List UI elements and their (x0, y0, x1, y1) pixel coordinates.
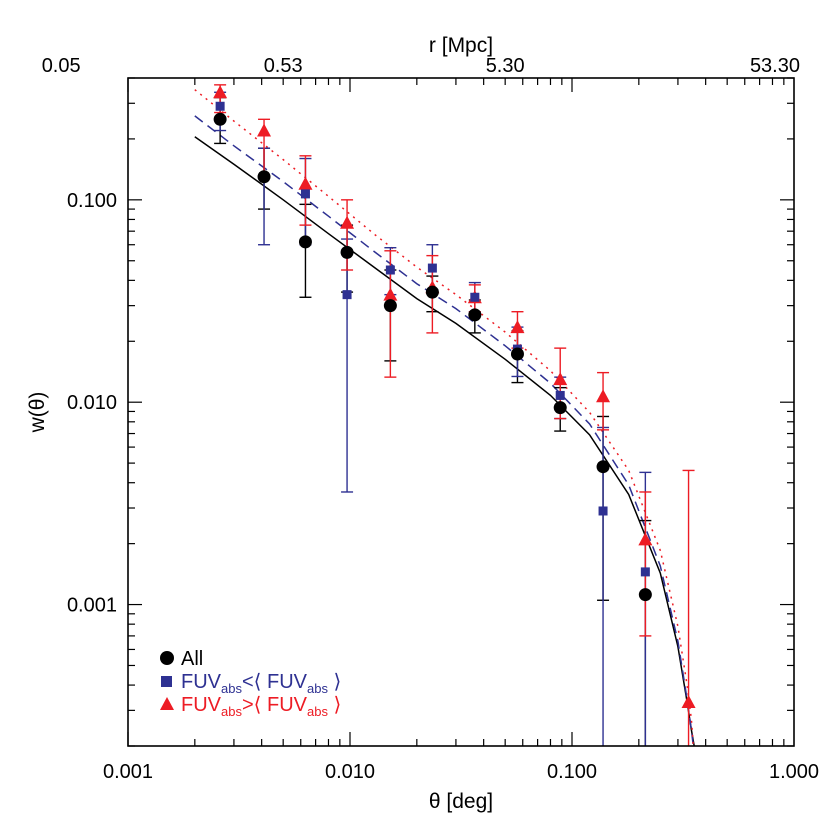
x-tick-label: 0.010 (325, 761, 375, 783)
data-markers (213, 85, 696, 708)
data-point-fuv-low (555, 390, 565, 400)
top-tick-label: 53.30 (750, 55, 800, 77)
fit-line (194, 115, 695, 747)
data-point-all (638, 588, 652, 602)
data-point-fuv-high (383, 287, 398, 301)
data-point-all (425, 285, 439, 299)
y-axis-title: w(θ) (26, 392, 49, 434)
data-point-fuv-high (298, 176, 313, 190)
legend: All FUVabs<⟨ FUVabs ⟩ FUVabs>⟨ FUVabs ⟩ (160, 648, 341, 719)
tick-labels: 0.001 0.010 0.100 1.000 0.001 0.010 0.100 0.05 0… (42, 55, 819, 783)
data-point-all (383, 299, 397, 313)
x-tick-label: 0.100 (547, 761, 597, 783)
data-point-all (468, 308, 482, 322)
data-point-fuv-low (598, 506, 608, 516)
x-axis-title: θ [deg] (429, 790, 493, 813)
legend-marker-all (160, 651, 174, 665)
legend-label-fuv-high: FUVabs>⟨ FUVabs ⟩ (181, 694, 341, 719)
fit-lines (194, 89, 695, 747)
legend-marker-fuv-high (160, 697, 174, 710)
data-point-fuv-high (596, 389, 611, 403)
plot-frame (127, 77, 795, 747)
axis-ticks (127, 77, 794, 747)
data-point-all (257, 170, 271, 184)
data-point-fuv-low (300, 189, 310, 199)
data-point-fuv-high (257, 123, 272, 137)
fit-line (194, 89, 695, 747)
legend-label-fuv-low: FUVabs<⟨ FUVabs ⟩ (181, 671, 341, 696)
data-point-fuv-high (553, 372, 568, 386)
data-point-fuv-high (681, 694, 696, 708)
data-point-fuv-high (213, 85, 228, 99)
top-axis-title: r [Mpc] (429, 34, 493, 57)
data-point-all (340, 245, 354, 259)
x-tick-label: 1.000 (769, 761, 819, 783)
legend-marker-fuv-low (161, 676, 172, 687)
y-tick-label: 0.001 (67, 595, 117, 617)
data-point-fuv-high (340, 215, 355, 229)
data-point-fuv-low (640, 567, 650, 577)
y-tick-label: 0.010 (67, 392, 117, 414)
data-point-fuv-low (215, 101, 225, 111)
data-point-fuv-low (427, 263, 437, 273)
top-tick-label: 5.30 (486, 55, 525, 77)
top-tick-label: 0.05 (42, 55, 81, 77)
data-point-fuv-low (385, 265, 395, 275)
y-tick-label: 0.100 (67, 190, 117, 212)
data-point-all (510, 347, 524, 361)
data-point-all (213, 112, 227, 126)
data-point-fuv-low (470, 292, 480, 302)
data-point-all (298, 235, 312, 249)
data-point-fuv-high (638, 532, 653, 546)
data-point-all (596, 460, 610, 474)
data-point-fuv-low (342, 290, 352, 300)
top-tick-label: 0.53 (264, 55, 303, 77)
data-point-fuv-high (510, 320, 525, 334)
x-tick-label: 0.001 (103, 761, 153, 783)
fit-line (194, 136, 695, 747)
legend-label-all: All (181, 648, 203, 670)
data-point-all (553, 401, 567, 415)
